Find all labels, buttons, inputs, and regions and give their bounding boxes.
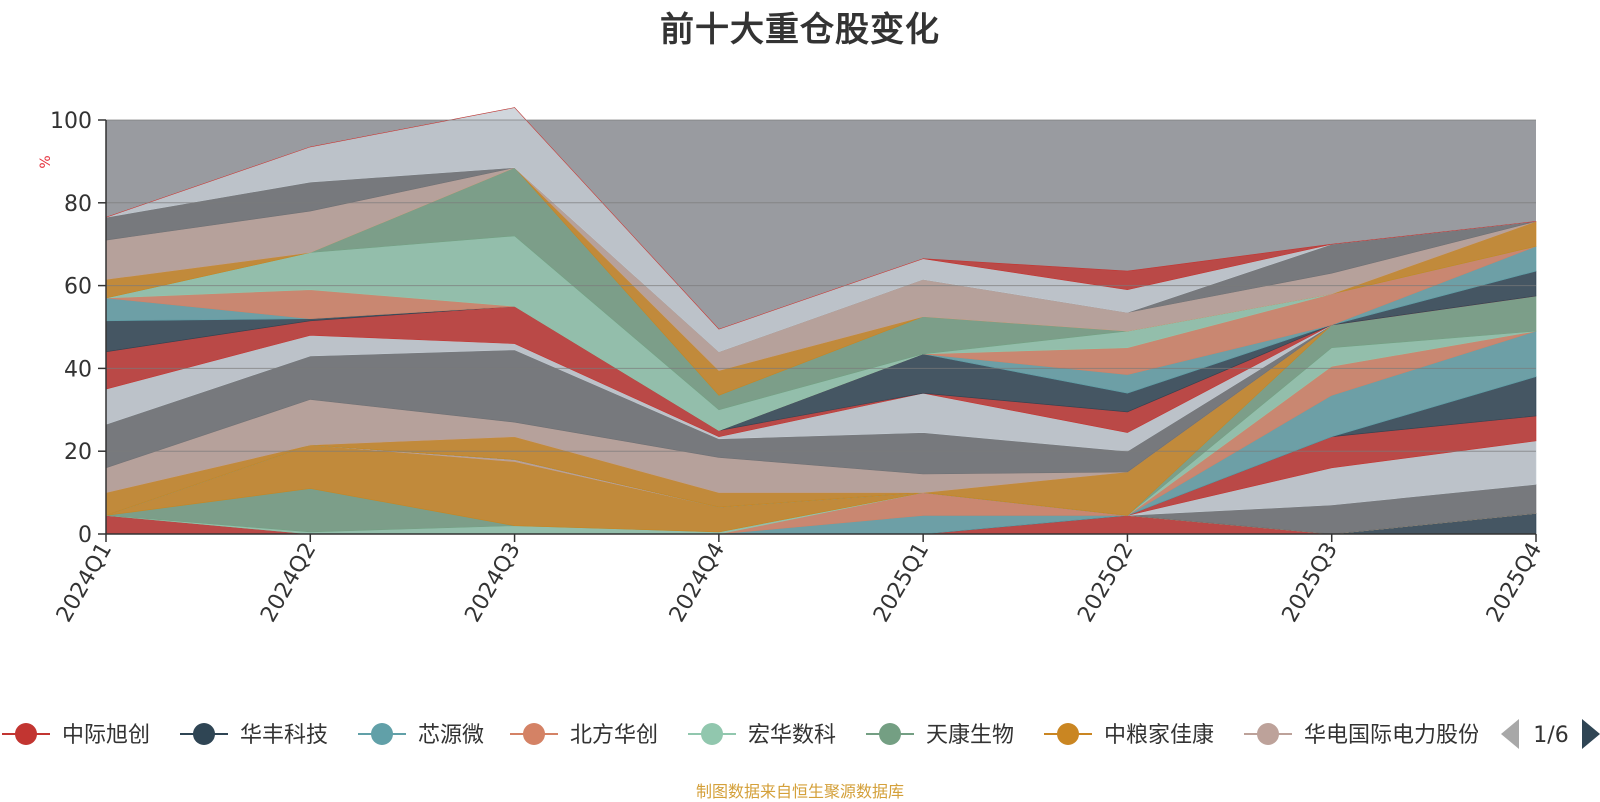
x-tick-label: 2024Q1 — [52, 539, 117, 627]
legend-item-芯源微[interactable]: 芯源微 — [358, 723, 484, 748]
y-axis-unit-label: % — [38, 155, 54, 168]
legend-circle-icon — [1057, 723, 1079, 745]
x-tick-label: 2024Q3 — [460, 539, 525, 627]
legend-next-icon[interactable] — [1582, 719, 1600, 749]
chart-title: 前十大重仓股变化 — [660, 10, 940, 50]
legend-label: 天康生物 — [926, 723, 1014, 748]
legend-page-indicator: 1/6 — [1533, 723, 1568, 748]
x-tick-label: 2025Q1 — [869, 539, 934, 627]
legend-circle-icon — [523, 723, 545, 745]
legend-item-中粮家佳康[interactable]: 中粮家佳康 — [1044, 723, 1214, 748]
legend-label: 华电国际电力股份 — [1304, 723, 1480, 748]
source-note: 制图数据来自恒生聚源数据库 — [695, 782, 904, 801]
legend-label: 中际旭创 — [62, 723, 150, 748]
x-tick-label: 2024Q4 — [665, 539, 730, 627]
legend[interactable]: 中际旭创 华丰科技 芯源微 北方华创 宏华数科 天康生物 中粮家佳康 华电国际电力股份 1/6 — [2, 719, 1600, 749]
legend-circle-icon — [879, 723, 901, 745]
legend-item-华电国际电力股份[interactable]: 华电国际电力股份 — [1244, 723, 1480, 748]
legend-label: 北方华创 — [570, 723, 658, 748]
legend-circle-icon — [15, 723, 37, 745]
x-tick-label: 2025Q4 — [1482, 539, 1547, 627]
y-tick-label: 80 — [64, 192, 92, 217]
y-tick-label: 20 — [64, 440, 92, 465]
legend-prev-icon[interactable] — [1501, 719, 1519, 749]
y-tick-label: 40 — [64, 357, 92, 382]
legend-label: 中粮家佳康 — [1104, 723, 1214, 748]
legend-item-北方华创[interactable]: 北方华创 — [510, 723, 658, 748]
x-tick-label: 2024Q2 — [256, 539, 321, 627]
x-tick-label: 2025Q2 — [1073, 539, 1138, 627]
legend-label: 宏华数科 — [748, 723, 836, 748]
legend-item-中际旭创[interactable]: 中际旭创 — [2, 723, 150, 748]
legend-circle-icon — [1257, 723, 1279, 745]
y-tick-label: 0 — [78, 523, 92, 548]
legend-item-宏华数科[interactable]: 宏华数科 — [688, 723, 836, 748]
legend-label: 华丰科技 — [240, 723, 328, 748]
legend-circle-icon — [193, 723, 215, 745]
area-series-民和股份[interactable] — [105, 107, 1537, 330]
legend-circle-icon — [701, 723, 723, 745]
y-tick-label: 60 — [64, 275, 92, 300]
legend-item-天康生物[interactable]: 天康生物 — [866, 723, 1014, 748]
legend-circle-icon — [371, 723, 393, 745]
y-tick-label: 100 — [50, 109, 92, 134]
legend-label: 芯源微 — [418, 723, 484, 748]
x-tick-label: 2025Q3 — [1278, 539, 1343, 627]
legend-item-华丰科技[interactable]: 华丰科技 — [180, 723, 328, 748]
